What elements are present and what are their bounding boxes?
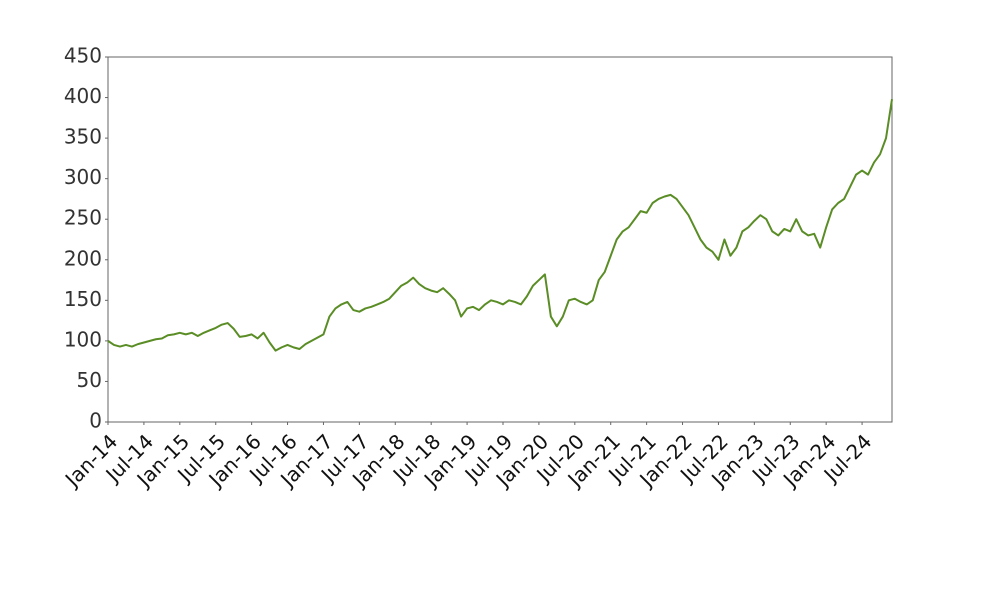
y-tick-label: 150 (64, 287, 102, 311)
y-tick-label: 0 (89, 409, 102, 433)
y-tick-label: 50 (77, 368, 102, 392)
y-tick-label: 250 (64, 206, 102, 230)
y-tick-label: 100 (64, 327, 102, 351)
y-tick-label: 300 (64, 165, 102, 189)
data-line (107, 99, 893, 352)
plot-frame (107, 56, 893, 423)
y-tick-label: 200 (64, 246, 102, 270)
y-tick-label: 400 (64, 84, 102, 108)
y-tick-label: 350 (64, 125, 102, 149)
y-tick-label: 450 (64, 44, 102, 68)
